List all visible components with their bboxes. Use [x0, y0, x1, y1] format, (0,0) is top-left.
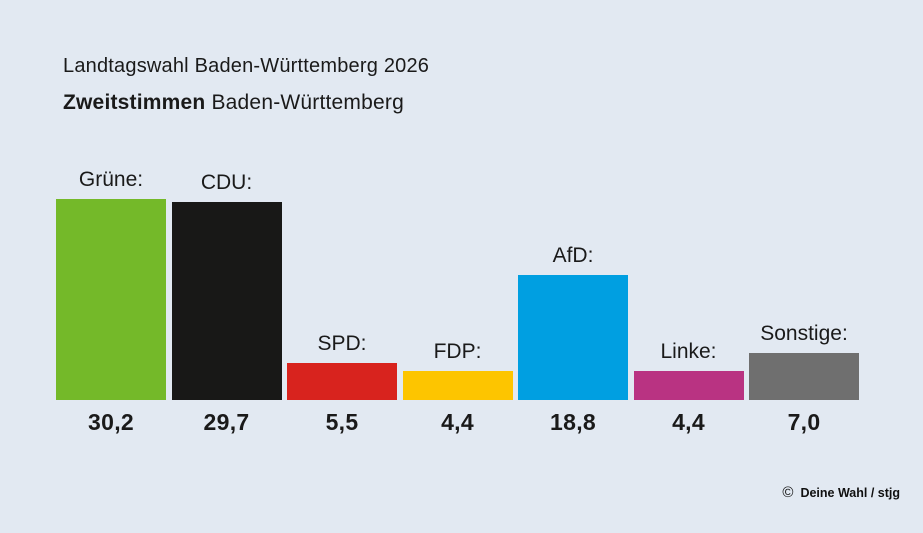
bar-group-gruene: Grüne: 30,2: [56, 168, 166, 444]
chart-subtitle-rest: Baden-Württemberg: [205, 91, 404, 114]
bar-spd: [287, 363, 397, 400]
bar-chart: Grüne: 30,2 CDU: 29,7 SPD: 5,5 FDP: 4,4 AfD: 18,8…: [56, 168, 859, 444]
bar-cdu: [171, 202, 282, 400]
bar-group-sonstige: Sonstige: 7,0: [749, 322, 859, 444]
bar-label-linke: Linke:: [660, 340, 717, 363]
bar-linke: [633, 371, 744, 400]
bar-group-fdp: FDP: 4,4: [402, 340, 513, 444]
bar-label-cdu: CDU:: [200, 171, 253, 194]
bar-gruene: [56, 199, 166, 400]
bar-value-afd: 18,8: [550, 408, 596, 435]
chart-subtitle-bold: Zweitstimmen: [63, 91, 206, 114]
attribution: © Deine Wahl / stjg: [782, 485, 900, 500]
bar-sonstige: [749, 353, 859, 400]
bar-group-linke: Linke: 4,4: [633, 340, 744, 444]
chart-subtitle: Zweitstimmen Baden-Württemberg: [63, 90, 429, 115]
bar-value-fdp: 4,4: [441, 408, 474, 435]
attribution-text: Deine Wahl / stjg: [800, 485, 900, 500]
chart-title: Landtagswahl Baden-Württemberg 2026: [63, 55, 430, 77]
bar-label-spd: SPD:: [317, 332, 367, 355]
bar-label-gruene: Grüne:: [78, 168, 144, 191]
bar-group-spd: SPD: 5,5: [287, 332, 397, 444]
chart-header: Landtagswahl Baden-Württemberg 2026 Zwei…: [63, 54, 429, 115]
bar-afd: [518, 275, 628, 400]
bar-value-linke: 4,4: [672, 408, 705, 435]
bar-label-sonstige: Sonstige:: [760, 322, 848, 345]
bar-value-spd: 5,5: [325, 408, 359, 435]
bar-value-sonstige: 7,0: [787, 408, 821, 435]
copyright-icon: ©: [782, 484, 794, 501]
bar-label-fdp: FDP:: [433, 340, 482, 363]
bar-fdp: [402, 371, 513, 400]
bar-label-afd: AfD:: [552, 244, 594, 267]
bar-value-gruene: 30,2: [88, 408, 134, 435]
bar-value-cdu: 29,7: [203, 408, 250, 435]
bar-group-afd: AfD: 18,8: [518, 244, 628, 444]
bar-group-cdu: CDU: 29,7: [171, 171, 282, 444]
